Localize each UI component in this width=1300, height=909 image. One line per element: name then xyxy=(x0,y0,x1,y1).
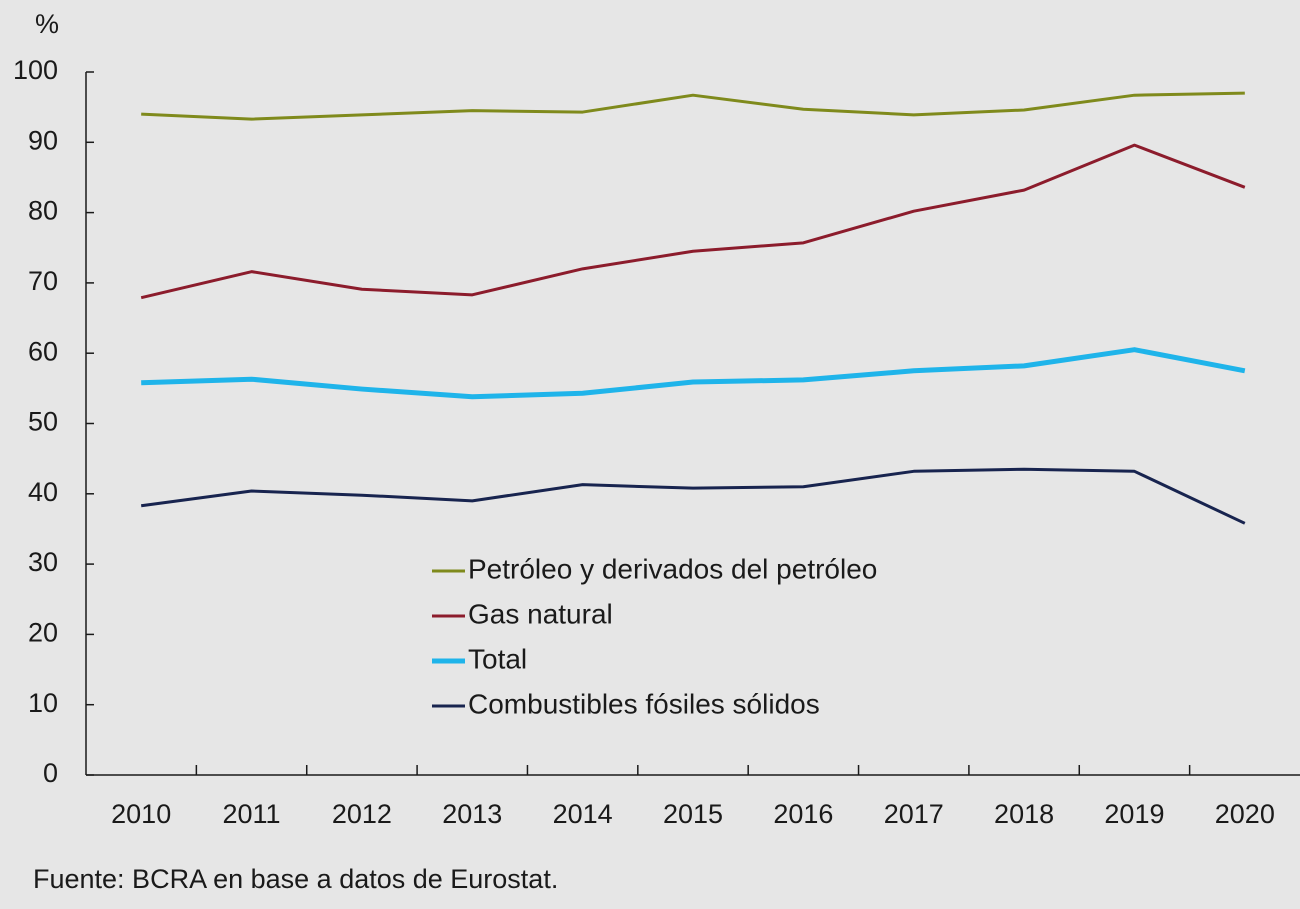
series-line xyxy=(141,347,1246,400)
legend-label: Combustibles fósiles sólidos xyxy=(468,688,820,719)
y-tick-label: 90 xyxy=(28,125,58,155)
y-tick-label: 0 xyxy=(43,758,58,788)
x-tick-label: 2017 xyxy=(884,799,944,829)
source-note: Fuente: BCRA en base a datos de Eurostat… xyxy=(33,864,558,894)
series-line xyxy=(140,143,1246,300)
series-line xyxy=(140,467,1246,525)
x-tick-label: 2016 xyxy=(773,799,833,829)
y-axis-label: % xyxy=(35,9,59,39)
y-tick-label: 30 xyxy=(28,547,58,577)
x-tick-label: 2015 xyxy=(663,799,723,829)
legend-label: Total xyxy=(468,643,527,674)
y-tick-label: 10 xyxy=(28,688,58,718)
y-tick-label: 80 xyxy=(28,196,58,226)
x-tick-label: 2020 xyxy=(1215,799,1275,829)
x-tick-label: 2014 xyxy=(553,799,613,829)
series-line xyxy=(141,91,1245,121)
y-tick-label: 50 xyxy=(28,407,58,437)
x-tick-label: 2018 xyxy=(994,799,1054,829)
x-tick-label: 2019 xyxy=(1104,799,1164,829)
y-tick-label: 60 xyxy=(28,336,58,366)
x-tick-label: 2010 xyxy=(111,799,171,829)
legend-label: Petróleo y derivados del petróleo xyxy=(468,553,877,584)
y-tick-label: 20 xyxy=(28,618,58,648)
x-tick-label: 2012 xyxy=(332,799,392,829)
x-tick-label: 2013 xyxy=(442,799,502,829)
y-tick-label: 70 xyxy=(28,266,58,296)
y-tick-label: 40 xyxy=(28,477,58,507)
legend-label: Gas natural xyxy=(468,598,613,629)
x-tick-label: 2011 xyxy=(223,799,281,829)
y-tick-label: 100 xyxy=(13,55,58,85)
